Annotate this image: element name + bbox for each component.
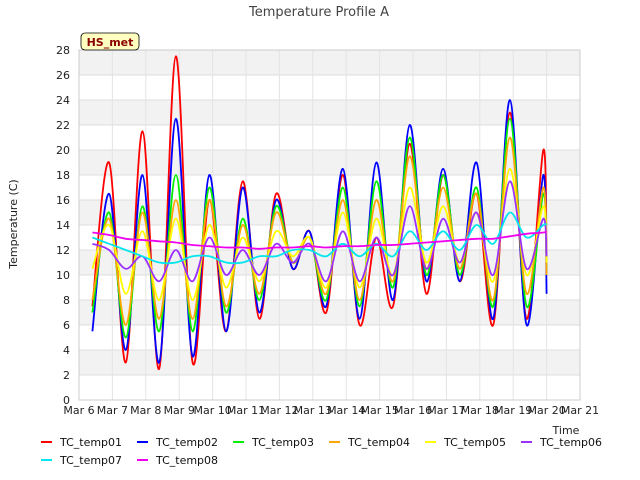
x-tick-label: Mar 7 [97,404,128,417]
plot-frame [78,49,581,401]
x-tick-label: Mar 9 [164,404,195,417]
badge-label: HS_met [87,36,134,49]
x-tick-label: Mar 18 [461,404,499,417]
y-tick-label: 8 [63,294,70,307]
legend-item-tc_temp04: TC_temp04 [329,436,410,449]
x-tick-label: Mar 6 [63,404,94,417]
y-tick-label: 28 [56,44,70,57]
y-tick-label: 16 [56,194,70,207]
legend: TC_temp01 TC_temp02 TC_temp03 TC_temp04 TC_t… [41,436,602,467]
y-tick-label: 6 [63,319,70,332]
x-tick-label: Mar 17 [427,404,465,417]
legend-item-tc_temp02: TC_temp02 [137,436,218,449]
hs-met-badge: HS_met [80,32,140,51]
y-tick-label: 10 [56,269,70,282]
grid-band [79,100,580,125]
y-tick-label: 20 [56,144,70,157]
legend-item-tc_temp03: TC_temp03 [233,436,314,449]
y-tick-label: 2 [63,369,70,382]
x-tick-label: Mar 16 [394,404,432,417]
x-tick-label: Mar 10 [193,404,231,417]
series-line-tc_temp06 [92,180,548,283]
legend-label: TC_temp08 [155,454,218,467]
legend-item-tc_temp08: TC_temp08 [137,454,218,467]
y-tick-label: 22 [56,119,70,132]
y-tick-label: 14 [56,219,70,232]
chart-title: Temperature Profile A [248,5,389,20]
y-tick-label: 12 [56,244,70,257]
legend-label: TC_temp07 [59,454,122,467]
y-tick-label: 4 [63,344,70,357]
x-tick-label: Mar 12 [260,404,298,417]
legend-label: TC_temp05 [443,436,506,449]
x-tick-label: Mar 21 [561,404,599,417]
legend-item-tc_temp05: TC_temp05 [425,436,506,449]
legend-label: TC_temp04 [347,436,410,449]
y-axis-label: Temperature (C) [7,179,20,269]
x-tick-label: Mar 20 [527,404,565,417]
series-line-tc_temp08 [92,230,548,250]
y-tick-label: 18 [56,169,70,182]
y-tick-label: 0 [63,394,70,407]
x-axis-label: Time [552,424,580,437]
x-tick-label: Mar 8 [130,404,161,417]
legend-item-tc_temp06: TC_temp06 [521,436,602,449]
x-tick-label: Mar 11 [227,404,265,417]
grid-band [79,150,580,175]
grid-band [79,350,580,375]
legend-label: TC_temp06 [539,436,602,449]
grid-band [79,50,580,75]
y-tick-label: 26 [56,69,70,82]
legend-item-tc_temp01: TC_temp01 [41,436,122,449]
x-tick-label: Mar 15 [360,404,398,417]
grid-band [79,200,580,225]
series-layer [91,55,548,370]
legend-label: TC_temp02 [155,436,218,449]
y-tick-label: 24 [56,94,70,107]
legend-label: TC_temp01 [59,436,122,449]
x-tick-label: Mar 14 [327,404,365,417]
series-line-tc_temp07 [92,211,548,265]
x-tick-label: Mar 13 [294,404,332,417]
legend-label: TC_temp03 [251,436,314,449]
x-tick-label: Mar 19 [494,404,532,417]
legend-item-tc_temp07: TC_temp07 [41,454,122,467]
